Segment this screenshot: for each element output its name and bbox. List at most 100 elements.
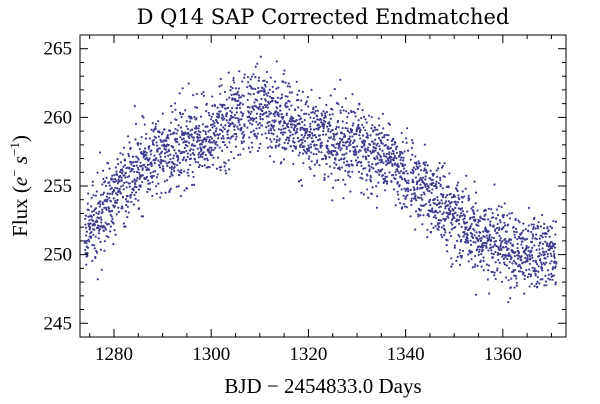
- data-point: [307, 113, 310, 116]
- data-point: [99, 216, 102, 219]
- data-point: [86, 202, 89, 205]
- data-point: [98, 210, 101, 213]
- data-point: [99, 200, 102, 203]
- data-point: [522, 271, 525, 274]
- data-point: [490, 246, 493, 249]
- data-point: [396, 181, 399, 184]
- data-point: [100, 221, 103, 224]
- data-point: [443, 234, 446, 237]
- data-point: [275, 101, 278, 104]
- data-point: [326, 144, 329, 148]
- data-point: [372, 146, 376, 149]
- data-point: [505, 276, 508, 279]
- data-point: [455, 259, 458, 262]
- data-point: [187, 131, 190, 134]
- data-point: [255, 120, 258, 124]
- data-point: [361, 134, 365, 137]
- data-point: [232, 76, 235, 80]
- data-point: [514, 227, 518, 230]
- data-point: [516, 257, 520, 260]
- data-point: [440, 219, 443, 222]
- data-point: [447, 186, 450, 189]
- data-point: [236, 92, 239, 95]
- data-point: [542, 251, 545, 254]
- data-point: [334, 179, 337, 182]
- data-point: [327, 149, 330, 152]
- data-point: [519, 267, 523, 270]
- data-point: [85, 263, 88, 266]
- data-point: [264, 85, 267, 88]
- data-point: [329, 136, 333, 139]
- data-point: [393, 156, 396, 159]
- data-point: [482, 259, 485, 263]
- data-point: [132, 189, 135, 192]
- data-point: [332, 135, 336, 138]
- data-point: [371, 140, 374, 143]
- data-point: [259, 89, 263, 92]
- data-point: [270, 129, 273, 132]
- data-point: [393, 143, 396, 146]
- data-point: [345, 121, 348, 125]
- data-point: [88, 219, 91, 222]
- data-point: [494, 250, 497, 254]
- data-point: [499, 243, 502, 247]
- data-point: [341, 138, 344, 141]
- data-point: [197, 153, 200, 156]
- data-point: [215, 140, 218, 144]
- data-point: [287, 136, 290, 139]
- data-point: [553, 242, 557, 246]
- data-point: [281, 117, 284, 120]
- data-point: [325, 110, 329, 114]
- data-point: [155, 185, 158, 188]
- data-point: [475, 191, 478, 194]
- data-point: [154, 127, 157, 131]
- data-point: [524, 261, 527, 264]
- data-point: [358, 131, 362, 134]
- data-point: [497, 258, 500, 262]
- data-point: [108, 196, 111, 200]
- data-point: [432, 216, 435, 219]
- data-point: [248, 116, 251, 119]
- data-point: [189, 148, 192, 151]
- data-point: [515, 277, 518, 280]
- data-point: [489, 243, 492, 246]
- data-point: [421, 186, 424, 189]
- data-point: [236, 104, 239, 107]
- data-point: [164, 148, 167, 151]
- data-point: [156, 150, 159, 153]
- y-tick-label: 265: [44, 39, 73, 60]
- data-point: [483, 235, 486, 239]
- data-point: [113, 229, 116, 232]
- data-point: [91, 184, 94, 187]
- data-point: [312, 116, 315, 120]
- data-point: [349, 190, 352, 193]
- data-point: [356, 156, 359, 159]
- data-point: [251, 87, 255, 90]
- data-point: [343, 153, 346, 156]
- data-point: [91, 219, 95, 223]
- data-point: [484, 213, 487, 216]
- data-point: [428, 215, 431, 218]
- data-point: [448, 172, 451, 175]
- data-point: [263, 90, 266, 93]
- data-point: [345, 152, 348, 155]
- data-point: [496, 222, 499, 226]
- data-point: [370, 192, 373, 196]
- data-point: [400, 188, 403, 191]
- data-point: [417, 160, 420, 163]
- data-point: [531, 233, 534, 236]
- data-point: [239, 101, 242, 104]
- data-point: [388, 151, 391, 154]
- data-point: [186, 171, 189, 174]
- data-point: [486, 278, 489, 281]
- data-point: [221, 113, 224, 116]
- data-point: [550, 260, 553, 263]
- data-point: [93, 244, 96, 247]
- data-point: [329, 117, 332, 120]
- data-point: [436, 175, 439, 178]
- data-point: [84, 248, 87, 251]
- data-point: [201, 141, 205, 144]
- data-point: [446, 250, 449, 253]
- data-point: [136, 176, 139, 179]
- data-point: [389, 146, 393, 150]
